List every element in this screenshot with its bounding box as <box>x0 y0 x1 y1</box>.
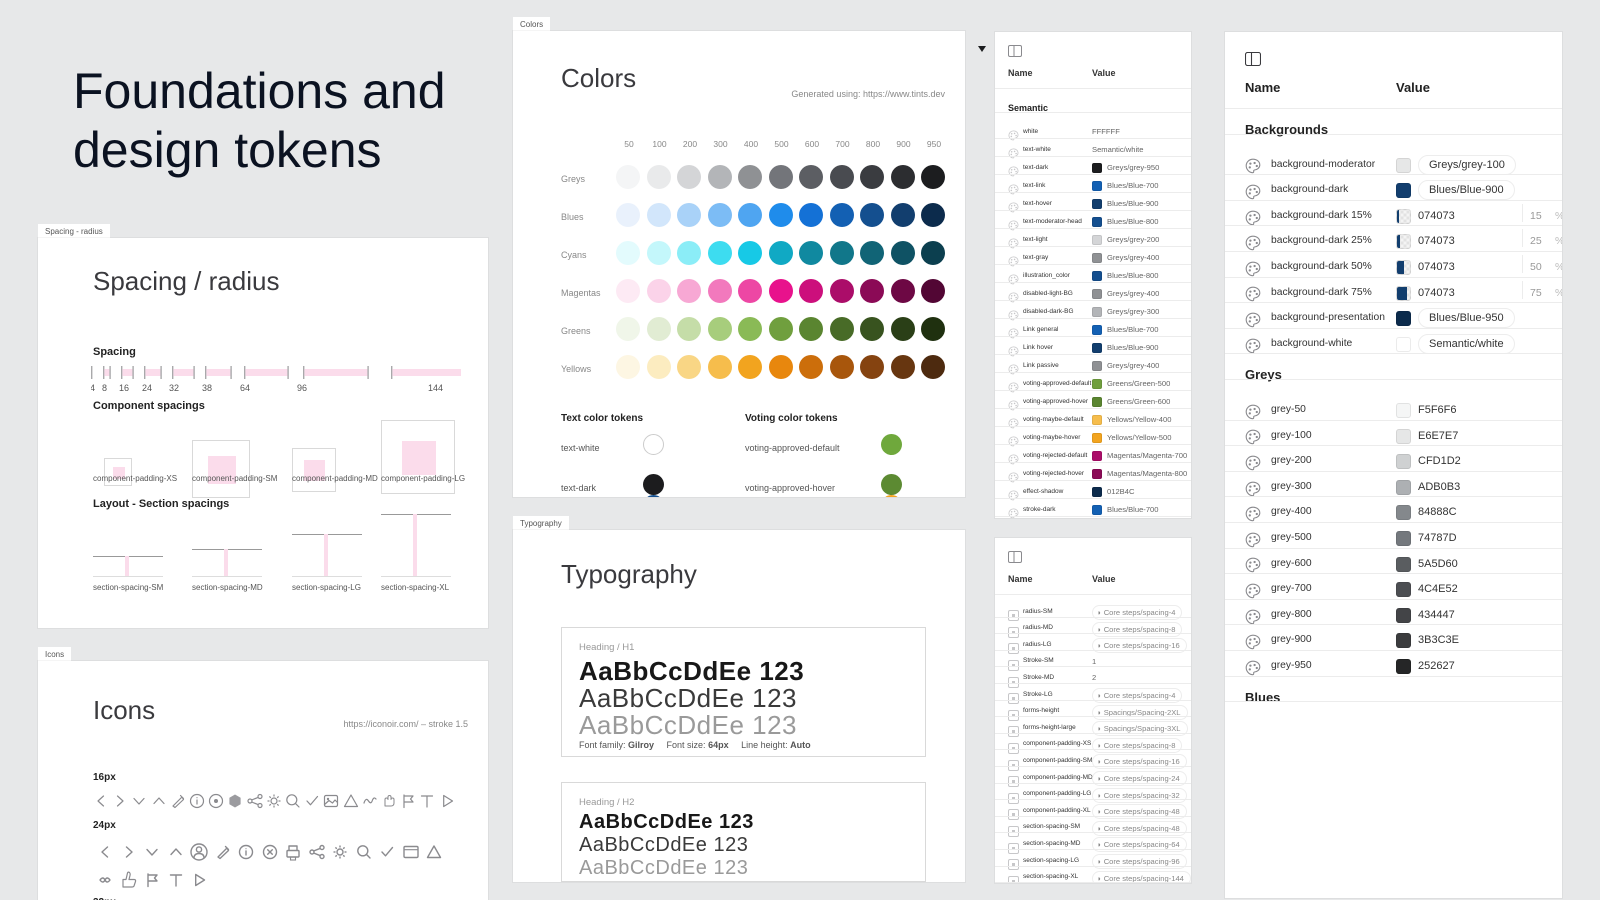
svg-text:38: 38 <box>202 383 212 393</box>
svg-text:96: 96 <box>297 383 307 393</box>
svg-text:144: 144 <box>428 383 443 393</box>
svg-text:32: 32 <box>169 383 179 393</box>
svg-text:4: 4 <box>91 383 95 393</box>
svg-text:8: 8 <box>102 383 107 393</box>
svg-text:64: 64 <box>240 383 250 393</box>
svg-text:24: 24 <box>142 383 152 393</box>
svg-text:16: 16 <box>119 383 129 393</box>
